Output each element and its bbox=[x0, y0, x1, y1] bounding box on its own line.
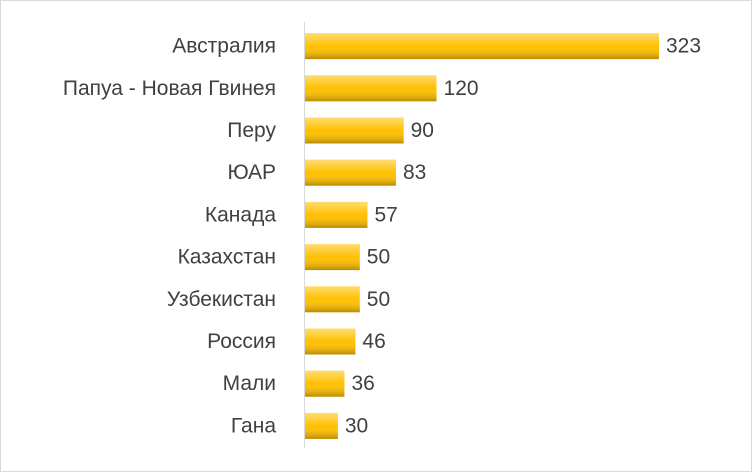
y-tick-label: Мали bbox=[223, 372, 276, 395]
data-label: 46 bbox=[362, 330, 385, 353]
bar-shade bbox=[305, 286, 360, 313]
bar-shade bbox=[305, 201, 368, 228]
y-tick-label: Австралия bbox=[172, 35, 276, 58]
data-label: 36 bbox=[351, 372, 374, 395]
y-tick-label: Папуа - Новая Гвинея bbox=[63, 77, 276, 100]
y-tick-label: Россия bbox=[207, 330, 276, 353]
bar-shade bbox=[305, 159, 396, 186]
data-label: 57 bbox=[374, 203, 397, 226]
data-label: 90 bbox=[411, 119, 434, 142]
y-tick-label: Казахстан bbox=[178, 246, 276, 269]
bar-shade bbox=[305, 412, 338, 439]
bar-shade bbox=[305, 370, 345, 397]
data-label: 83 bbox=[403, 161, 426, 184]
bar-shade bbox=[305, 244, 360, 271]
y-tick-label: Гана bbox=[231, 414, 276, 437]
bar-shade bbox=[305, 75, 437, 102]
data-label: 30 bbox=[345, 414, 368, 437]
data-label: 323 bbox=[666, 35, 701, 58]
data-label: 50 bbox=[367, 288, 390, 311]
data-label: 50 bbox=[367, 246, 390, 269]
bar-shade bbox=[305, 328, 356, 355]
data-label: 120 bbox=[444, 77, 479, 100]
y-tick-label: ЮАР bbox=[227, 161, 276, 184]
y-tick-label: Узбекистан bbox=[167, 288, 276, 311]
y-tick-label: Канада bbox=[205, 203, 276, 226]
bar-shade bbox=[305, 117, 404, 144]
y-tick-label: Перу bbox=[227, 119, 276, 142]
bar-shade bbox=[305, 33, 659, 60]
